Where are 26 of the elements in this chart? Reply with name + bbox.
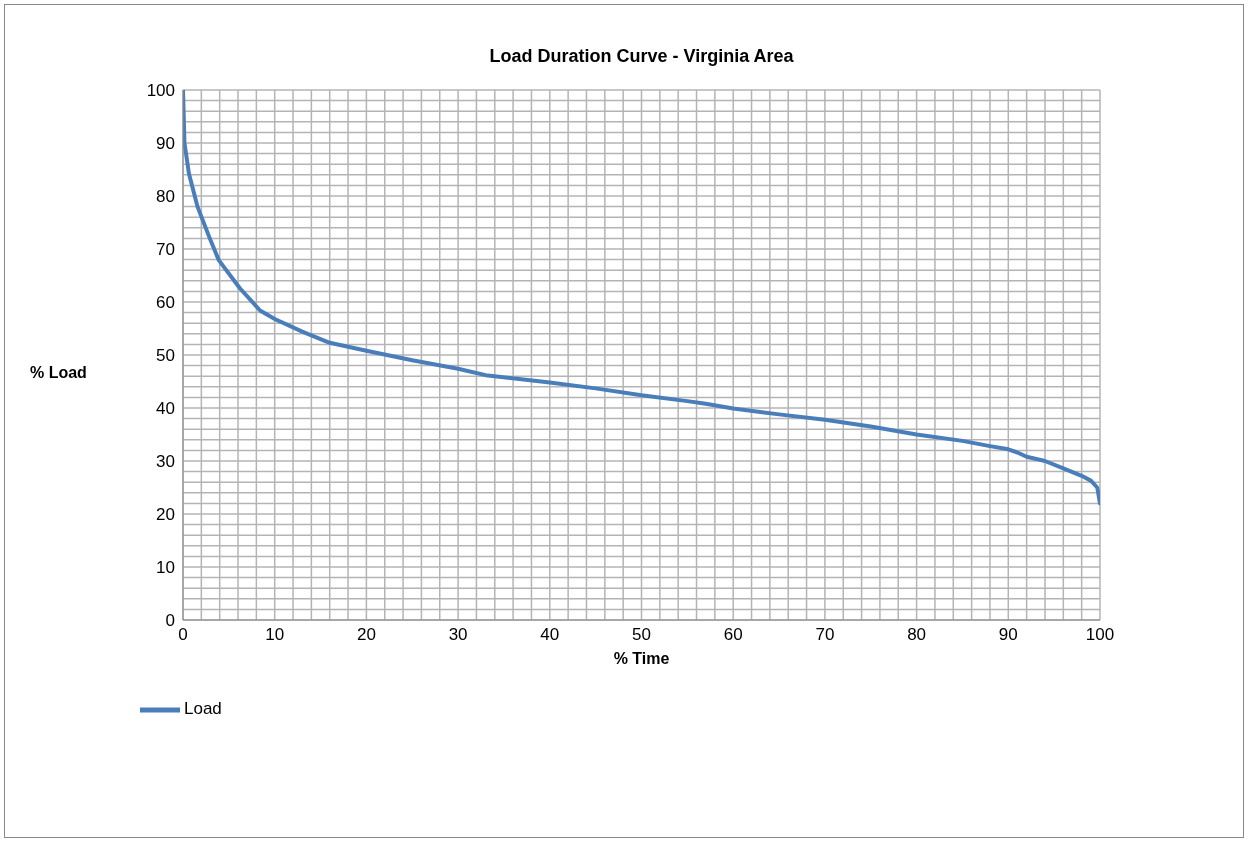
x-tick-label: 20 xyxy=(356,625,376,645)
y-tick-label: 80 xyxy=(156,187,175,207)
x-tick-label: 100 xyxy=(1085,625,1115,645)
x-tick-label: 0 xyxy=(178,625,188,645)
y-tick-label: 100 xyxy=(146,81,175,101)
y-tick-label: 50 xyxy=(156,346,175,366)
y-tick-label: 30 xyxy=(156,452,175,472)
x-tick-label: 80 xyxy=(907,625,927,645)
y-tick-label: 20 xyxy=(156,505,175,525)
y-tick-label: 70 xyxy=(156,240,175,260)
y-tick-label: 10 xyxy=(156,558,175,578)
x-tick-label: 40 xyxy=(540,625,560,645)
x-tick-label: 70 xyxy=(815,625,835,645)
y-tick-label: 40 xyxy=(156,399,175,419)
x-tick-label: 30 xyxy=(448,625,468,645)
chart-title: Load Duration Curve - Virginia Area xyxy=(488,46,795,67)
x-tick-label: 10 xyxy=(265,625,285,645)
x-tick-label: 50 xyxy=(632,625,651,645)
y-tick-label: 0 xyxy=(165,611,175,631)
y-tick-label: 90 xyxy=(156,134,175,154)
y-tick-label: 60 xyxy=(156,293,175,313)
x-tick-label: 90 xyxy=(998,625,1018,645)
y-axis-title: % Load xyxy=(30,364,87,382)
x-tick-label: 60 xyxy=(723,625,743,645)
legend-label: Load xyxy=(184,699,222,719)
x-axis-title: % Time xyxy=(613,650,670,667)
